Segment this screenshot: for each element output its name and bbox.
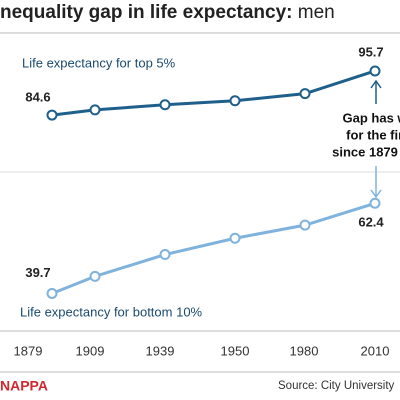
series-label: Life expectancy for bottom 10% [20,304,203,319]
data-point [369,65,381,77]
data-point [369,197,381,209]
series-label: Life expectancy for top 5% [22,55,176,70]
x-tick-label: 1879 [14,343,43,358]
credit: NAPPA [0,378,48,394]
series-line [51,69,376,117]
x-tick-label: 1980 [290,343,319,358]
x-tick-label: 2010 [361,343,390,358]
data-point [46,287,58,299]
annotation: Gap has widene [343,110,400,125]
data-point [46,109,58,121]
arrow-head [370,79,382,89]
series-line [51,201,376,295]
data-point [299,88,311,100]
data-point [299,219,311,231]
data-point [159,249,171,261]
title-main: nequality gap in life expectancy: [0,2,292,23]
data-point [89,104,101,116]
title-suffix: men [298,2,335,23]
data-point [89,270,101,282]
data-point [229,232,241,244]
data-point [229,95,241,107]
annotation: since 1879 [332,144,398,159]
x-tick-label: 1909 [76,343,105,358]
x-tick-label: 1939 [146,343,175,358]
source: Source: City University [278,380,395,392]
arrow-head [370,189,382,199]
x-tick-label: 1950 [221,343,250,358]
value-label: 84.6 [25,90,50,105]
data-point [159,99,171,111]
annotation: for the first tim [346,127,400,142]
value-label: 39.7 [25,265,50,280]
value-label: 62.4 [358,215,384,230]
chart-title: nequality gap in life expectancy: men [0,2,335,23]
value-label: 95.7 [358,44,383,59]
